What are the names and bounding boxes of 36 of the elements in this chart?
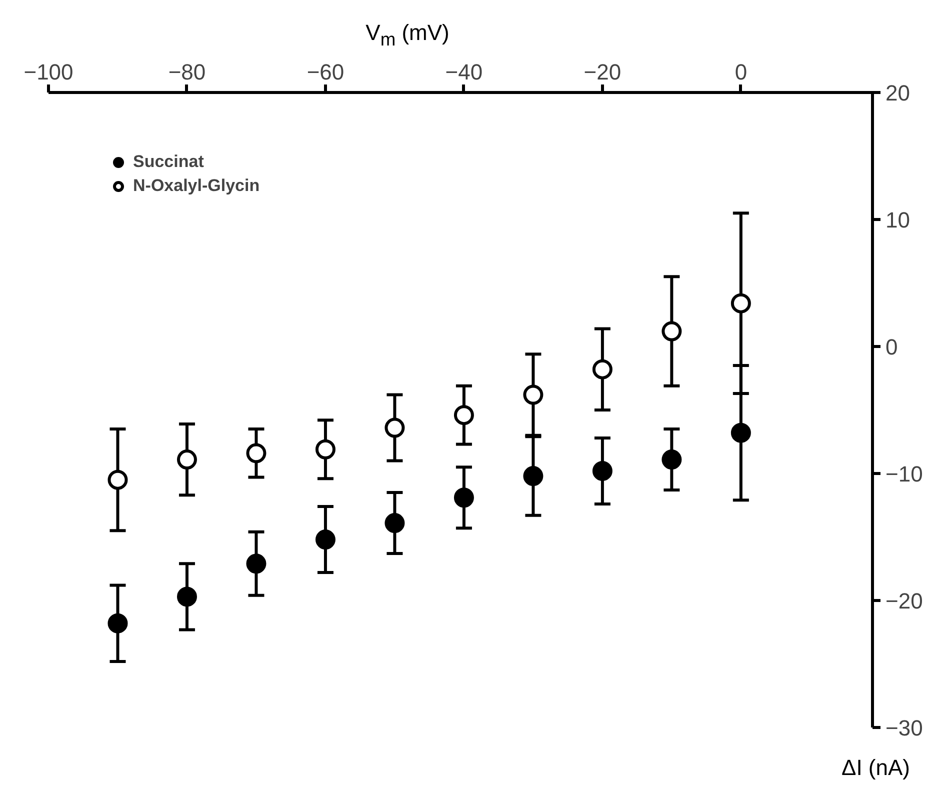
y-tick-label: −30 bbox=[886, 716, 923, 740]
point bbox=[454, 405, 474, 426]
point bbox=[592, 460, 612, 481]
point bbox=[384, 418, 405, 438]
x-tick-label: −40 bbox=[445, 60, 483, 84]
x-tick-label: −80 bbox=[168, 60, 206, 84]
point bbox=[176, 586, 197, 607]
point bbox=[108, 470, 128, 490]
y-tick-label: −10 bbox=[886, 462, 923, 486]
y-tick-label: 10 bbox=[886, 208, 910, 232]
point bbox=[246, 554, 266, 574]
point bbox=[246, 443, 266, 464]
legend-label: N-Oxalyl-Glycin bbox=[133, 176, 260, 196]
point bbox=[730, 293, 751, 314]
x-axis-title: V$_{m}$ (mV) bbox=[366, 19, 450, 52]
x-tick-label: −60 bbox=[306, 60, 344, 84]
point bbox=[523, 384, 544, 405]
point bbox=[315, 530, 336, 550]
point bbox=[454, 488, 474, 508]
point bbox=[176, 450, 197, 470]
y-tick-label: 20 bbox=[886, 80, 910, 106]
point bbox=[384, 513, 405, 534]
y-axis-title: ΔI (nA) bbox=[842, 754, 910, 782]
point bbox=[730, 422, 751, 443]
point bbox=[523, 466, 544, 486]
point bbox=[315, 439, 336, 460]
x-tick-label: −20 bbox=[584, 60, 622, 84]
x-tick-label: 0 bbox=[734, 60, 748, 84]
y-tick-label: 0 bbox=[886, 334, 898, 360]
legend-label: Succinat bbox=[133, 152, 204, 172]
point bbox=[662, 450, 682, 470]
point bbox=[592, 359, 612, 380]
point bbox=[662, 321, 682, 342]
y-tick-label: −20 bbox=[886, 588, 923, 614]
point bbox=[108, 613, 128, 634]
x-tick-label: −100 bbox=[24, 60, 74, 84]
